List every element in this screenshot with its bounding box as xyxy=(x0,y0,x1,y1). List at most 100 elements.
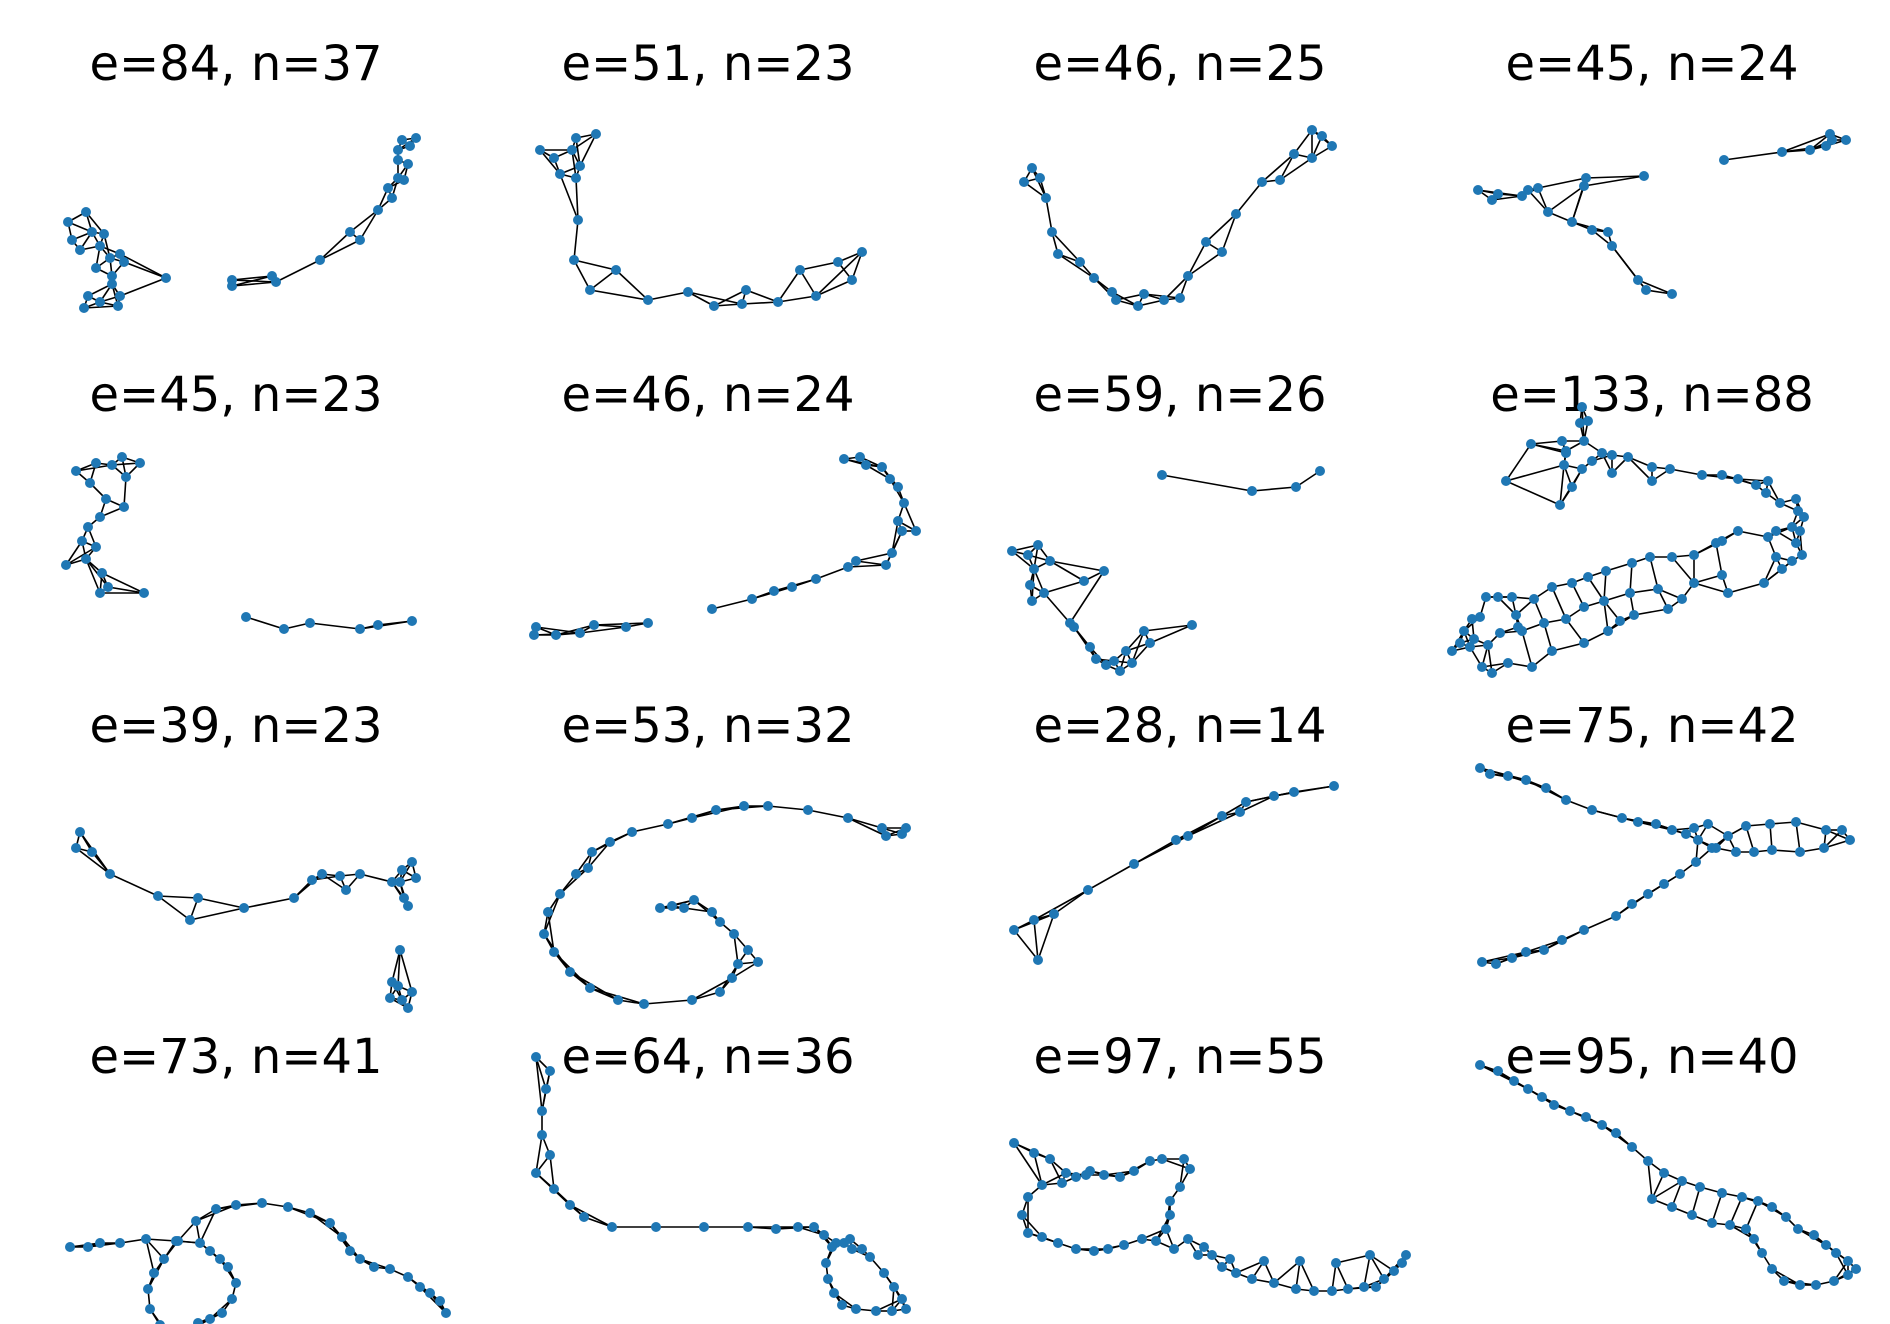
graph-node xyxy=(565,1200,575,1210)
graph-node xyxy=(1821,1240,1831,1250)
graph-node xyxy=(1793,1224,1803,1234)
graph-node xyxy=(67,235,77,245)
graph-node xyxy=(1183,831,1193,841)
graph-node xyxy=(1089,273,1099,283)
graph-node xyxy=(407,616,417,626)
graph-node xyxy=(711,805,721,815)
graph-edge xyxy=(231,281,277,287)
graph-node xyxy=(107,279,117,289)
graph-node xyxy=(1723,588,1733,598)
graph-node xyxy=(865,1252,875,1262)
graph-node xyxy=(1275,175,1285,185)
graph-node xyxy=(1581,173,1591,183)
graph-node xyxy=(549,947,559,957)
graph-node xyxy=(1085,642,1095,652)
graph-node xyxy=(1567,482,1577,492)
graph-edge xyxy=(1715,542,1723,576)
graph-node xyxy=(1201,237,1211,247)
graph-node xyxy=(531,1052,541,1062)
graph-node xyxy=(1161,1224,1171,1234)
graph-edge xyxy=(1051,231,1081,263)
graph-node xyxy=(829,1288,839,1298)
graph-node xyxy=(709,301,719,311)
graph-edge xyxy=(1745,1200,1759,1230)
graph-node xyxy=(1647,462,1657,472)
graph-node xyxy=(1597,1120,1607,1130)
graph-node xyxy=(611,265,621,275)
graph-edge xyxy=(1547,185,1585,213)
graph-edge xyxy=(75,847,111,875)
graph-node xyxy=(1831,1248,1841,1258)
graph-edge xyxy=(767,805,809,811)
graph-edge xyxy=(309,622,361,630)
graph-node xyxy=(1526,439,1536,449)
graph-edge xyxy=(1727,582,1765,594)
graph-node xyxy=(1127,658,1137,668)
graph-node xyxy=(1587,225,1597,235)
panel-title: e=53, n=32 xyxy=(561,698,855,754)
graph-node xyxy=(1541,783,1551,793)
graph-node xyxy=(1717,570,1727,580)
graph-node xyxy=(1567,217,1577,227)
graph-node xyxy=(1023,1228,1033,1238)
graph-node xyxy=(75,827,85,837)
graph-node xyxy=(663,819,673,829)
graph-edge xyxy=(847,817,883,829)
graph-node xyxy=(185,915,195,925)
graph-node xyxy=(639,999,649,1009)
graph-edge xyxy=(733,933,739,965)
graph-node xyxy=(1033,955,1043,965)
graph-node xyxy=(1547,646,1557,656)
graph-node xyxy=(877,823,887,833)
graph-node xyxy=(535,145,545,155)
graph-node xyxy=(579,1212,589,1222)
panel-title: e=46, n=25 xyxy=(1033,36,1327,92)
graph-node xyxy=(1491,959,1501,969)
graph-edge xyxy=(691,977,733,1001)
graph-node xyxy=(1483,640,1493,650)
graph-edge xyxy=(559,173,579,221)
graph-edge xyxy=(65,546,97,566)
graph-node xyxy=(1121,646,1131,656)
graph-node xyxy=(1503,771,1513,781)
graph-node xyxy=(105,253,115,263)
graph-edge xyxy=(799,269,817,297)
graph-edge xyxy=(243,897,295,909)
panel-title: e=45, n=23 xyxy=(89,367,383,423)
graph-node xyxy=(387,193,397,203)
graph-node xyxy=(1829,1276,1839,1286)
graph-node xyxy=(1009,925,1019,935)
graph-edge xyxy=(559,867,589,895)
graph-panel-14: e=64, n=36 xyxy=(472,993,944,1324)
graph-node xyxy=(1475,612,1485,622)
graph-node xyxy=(1033,540,1043,550)
graph-edge xyxy=(1273,1260,1301,1284)
graph-edge xyxy=(319,231,351,261)
graph-edge xyxy=(815,251,863,297)
graph-node xyxy=(1579,602,1589,612)
graph-node xyxy=(1777,147,1787,157)
graph-node xyxy=(1781,1212,1791,1222)
graph-node xyxy=(345,227,355,237)
graph-edge xyxy=(579,626,627,634)
graph-edge xyxy=(1049,560,1105,572)
graph-node xyxy=(403,1272,413,1282)
graph-edge xyxy=(1335,1254,1371,1264)
graph-node xyxy=(1795,1280,1805,1290)
graph-panel-16: e=95, n=40 xyxy=(1416,993,1888,1324)
graph-edge xyxy=(391,949,401,983)
graph-edge xyxy=(1205,213,1237,243)
graph-node xyxy=(1017,1210,1027,1220)
graph-edge xyxy=(855,552,893,562)
graph-node xyxy=(403,159,413,169)
graph-node xyxy=(1547,582,1557,592)
graph-node xyxy=(1025,580,1035,590)
graph-node xyxy=(1799,512,1809,522)
graph-node xyxy=(1559,460,1569,470)
graph-node xyxy=(545,1150,555,1160)
graph-node xyxy=(385,1264,395,1274)
graph-node xyxy=(1137,1234,1147,1244)
graph-node xyxy=(1675,869,1685,879)
graph-node xyxy=(1771,526,1781,536)
graph-node xyxy=(95,241,105,251)
